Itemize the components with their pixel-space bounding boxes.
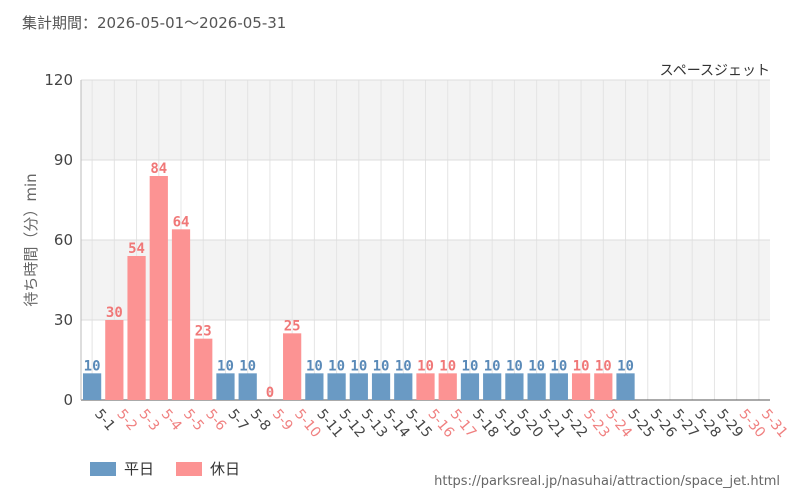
bar (171, 229, 191, 400)
data-label: 10 (462, 358, 479, 374)
x-tick-label: 5-1 (91, 406, 118, 434)
y-tick-label: 90 (54, 151, 73, 169)
y-tick-label: 60 (54, 231, 73, 249)
data-label: 10 (395, 358, 412, 374)
data-label: 84 (150, 161, 167, 177)
data-label: 10 (217, 358, 234, 374)
x-tick-label: 5-5 (180, 406, 207, 434)
x-tick-label: 5-9 (269, 406, 296, 434)
data-label: 10 (484, 358, 501, 374)
bar (527, 373, 546, 400)
legend: 平日 休日 (90, 458, 240, 479)
period-label: 集計期間：2026-05-01～2026-05-31 (22, 14, 287, 32)
bar (283, 333, 302, 400)
chart-title: スペースジェット (660, 63, 770, 79)
bar (571, 373, 591, 400)
y-tick-label: 120 (44, 71, 73, 89)
data-label: 10 (550, 358, 567, 374)
bar (194, 338, 213, 400)
legend-item-holiday: 休日 (176, 458, 240, 479)
y-tick-labels: 0 30 60 90 120 (44, 71, 73, 409)
bar (216, 373, 235, 400)
source-url[interactable]: https://parksreal.jp/nasuhai/attraction/… (434, 474, 780, 489)
bar (83, 373, 102, 400)
x-tick-labels: 5-15-25-35-45-55-65-75-85-95-105-115-125… (91, 406, 790, 441)
legend-label-weekday: 平日 (124, 460, 155, 478)
x-tick-label: 5-8 (247, 406, 274, 434)
x-tick-label: 5-4 (158, 406, 185, 434)
data-label: 10 (595, 358, 612, 374)
y-tick-label: 30 (54, 311, 73, 329)
data-label: 10 (506, 358, 523, 374)
data-label: 10 (573, 358, 590, 374)
data-label: 10 (306, 358, 323, 374)
data-label: 0 (266, 385, 274, 401)
bar (327, 373, 346, 400)
bar (238, 373, 257, 400)
data-label: 10 (350, 358, 367, 374)
data-label: 23 (195, 324, 212, 340)
data-labels: 10 30 54 84 64 23 10 10 0 25 10 10 10 10 10 10 10 10 10 10 1… (84, 161, 634, 401)
bar (349, 373, 368, 400)
bar (127, 256, 146, 400)
bar (394, 373, 413, 400)
data-label: 54 (128, 241, 145, 257)
x-tick-label: 5-6 (202, 406, 229, 434)
bars (83, 176, 635, 400)
data-label: 10 (328, 358, 345, 374)
data-label: 10 (439, 358, 456, 374)
data-label: 10 (528, 358, 545, 374)
bar (594, 373, 613, 400)
data-label: 10 (373, 358, 390, 374)
bar (438, 373, 457, 400)
bar (483, 373, 502, 400)
bar (505, 373, 524, 400)
x-tick-label: 5-2 (113, 406, 140, 434)
legend-label-holiday: 休日 (210, 460, 241, 478)
data-label: 10 (417, 358, 434, 374)
data-label: 10 (84, 358, 101, 374)
legend-item-weekday: 平日 (90, 458, 154, 479)
bar (149, 176, 168, 400)
bar (460, 373, 480, 400)
bar (616, 373, 635, 400)
data-label: 10 (617, 358, 634, 374)
bar (416, 373, 435, 400)
bar (371, 373, 391, 400)
legend-swatch-weekday (90, 461, 116, 476)
x-tick-label: 5-7 (224, 406, 251, 434)
data-label: 30 (106, 305, 123, 321)
y-tick-label: 0 (63, 391, 73, 409)
bar (549, 373, 568, 400)
data-label: 10 (239, 358, 256, 374)
x-tick-label: 5-3 (136, 406, 163, 434)
data-label: 64 (173, 214, 190, 230)
y-axis-label: 待ち時間（分）min (22, 173, 40, 306)
bar (105, 320, 124, 400)
bar (305, 373, 324, 400)
legend-swatch-holiday (176, 461, 203, 476)
data-label: 25 (284, 318, 301, 334)
